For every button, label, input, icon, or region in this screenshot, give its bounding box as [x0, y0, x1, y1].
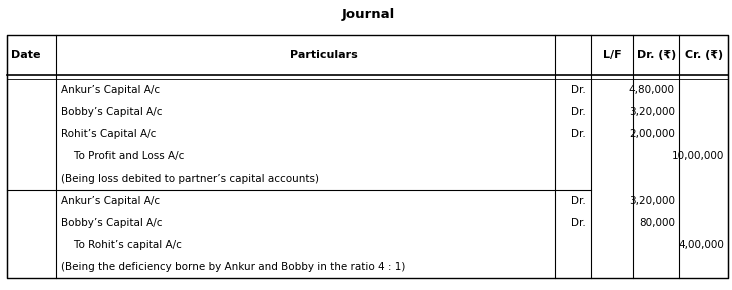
Text: Particulars: Particulars	[290, 50, 358, 60]
Text: Rohit’s Capital A/c: Rohit’s Capital A/c	[61, 129, 156, 139]
Text: (Being loss debited to partner’s capital accounts): (Being loss debited to partner’s capital…	[61, 174, 318, 184]
Text: To Rohit’s capital A/c: To Rohit’s capital A/c	[61, 240, 182, 250]
Text: (Being the deficiency borne by Ankur and Bobby in the ratio 4 : 1): (Being the deficiency borne by Ankur and…	[61, 262, 405, 272]
Text: Dr.: Dr.	[571, 196, 586, 206]
Text: Dr. (₹): Dr. (₹)	[637, 50, 676, 60]
Text: Dr.: Dr.	[571, 85, 586, 95]
Text: To Profit and Loss A/c: To Profit and Loss A/c	[61, 151, 184, 162]
Text: Ankur’s Capital A/c: Ankur’s Capital A/c	[61, 196, 160, 206]
Text: Journal: Journal	[341, 8, 395, 21]
Text: 4,80,000: 4,80,000	[629, 85, 675, 95]
Text: Bobby’s Capital A/c: Bobby’s Capital A/c	[61, 107, 163, 117]
Text: 10,00,000: 10,00,000	[671, 151, 724, 162]
Text: 2,00,000: 2,00,000	[629, 129, 675, 139]
Text: Ankur’s Capital A/c: Ankur’s Capital A/c	[61, 85, 160, 95]
Text: L/F: L/F	[603, 50, 621, 60]
Text: Dr.: Dr.	[571, 107, 586, 117]
Text: Dr.: Dr.	[571, 218, 586, 228]
Text: Cr. (₹): Cr. (₹)	[684, 50, 723, 60]
Text: Bobby’s Capital A/c: Bobby’s Capital A/c	[61, 218, 163, 228]
Text: 3,20,000: 3,20,000	[629, 107, 675, 117]
Text: Date: Date	[11, 50, 40, 60]
Text: 3,20,000: 3,20,000	[629, 196, 675, 206]
Text: 4,00,000: 4,00,000	[678, 240, 724, 250]
Bar	[7, 35, 728, 278]
Text: Dr.: Dr.	[571, 129, 586, 139]
Text: 80,000: 80,000	[639, 218, 675, 228]
